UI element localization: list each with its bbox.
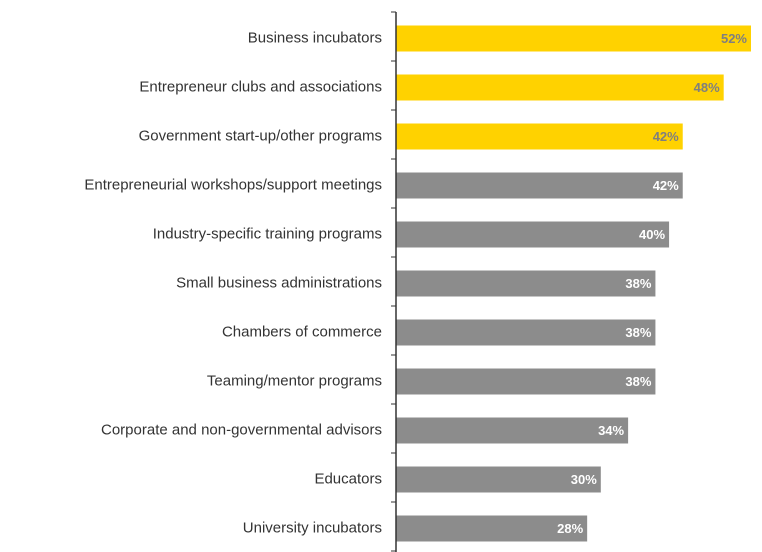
bar: [396, 123, 683, 150]
bar: [396, 172, 683, 199]
value-label: 42%: [653, 129, 679, 144]
value-label: 28%: [557, 521, 583, 536]
bar: [396, 319, 656, 346]
bar: [396, 515, 588, 542]
value-label: 48%: [694, 80, 720, 95]
value-label: 38%: [625, 325, 651, 340]
value-label: 52%: [721, 31, 747, 46]
value-label: 30%: [571, 472, 597, 487]
value-label: 40%: [639, 227, 665, 242]
value-label: 38%: [625, 276, 651, 291]
y-tick-label: Entrepreneurial workshops/support meetin…: [84, 176, 382, 193]
bar: [396, 25, 751, 52]
bar: [396, 270, 656, 297]
y-tick-label: Small business administrations: [176, 274, 382, 291]
bar: [396, 368, 656, 395]
bar: [396, 74, 724, 101]
bar: [396, 466, 601, 493]
y-tick-label: Educators: [314, 470, 382, 487]
value-label: 42%: [653, 178, 679, 193]
y-tick-label: Chambers of commerce: [222, 323, 382, 340]
bar: [396, 417, 629, 444]
y-tick-label: Corporate and non-governmental advisors: [101, 421, 382, 438]
y-tick-label: Government start-up/other programs: [139, 127, 382, 144]
value-label: 34%: [598, 423, 624, 438]
y-tick-label: Entrepreneur clubs and associations: [139, 78, 382, 95]
bar: [396, 221, 670, 248]
y-tick-label: University incubators: [243, 519, 382, 536]
y-tick-label: Business incubators: [248, 29, 382, 46]
y-tick-label: Teaming/mentor programs: [207, 372, 382, 389]
y-tick-label: Industry-specific training programs: [153, 225, 382, 242]
value-label: 38%: [625, 374, 651, 389]
